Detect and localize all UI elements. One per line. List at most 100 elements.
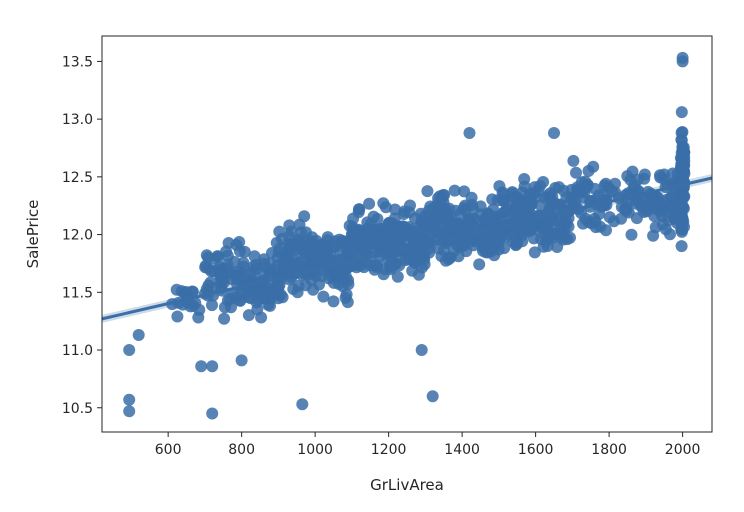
scatter-point	[498, 242, 511, 255]
scatter-point	[363, 197, 376, 210]
scatter-point	[327, 295, 340, 308]
scatter-point	[414, 225, 427, 238]
scatter-point	[389, 203, 401, 216]
plot-area-frame	[101, 35, 713, 433]
scatter-point	[220, 267, 233, 280]
scatter-point	[594, 220, 607, 233]
scatter-point	[237, 256, 250, 269]
scatter-point	[453, 241, 466, 254]
scatter-point	[570, 187, 583, 200]
scatter-point	[511, 191, 523, 203]
scatter-point	[272, 289, 285, 302]
scatter-point	[206, 299, 218, 312]
scatter-point	[462, 219, 475, 232]
scatter-point	[664, 191, 677, 204]
scatter-point	[199, 259, 212, 272]
scatter-point	[625, 228, 638, 241]
scatter-point	[483, 211, 496, 224]
scatter-point	[200, 249, 213, 262]
scatter-point	[449, 204, 462, 217]
scatter-point	[273, 279, 286, 291]
scatter-point	[296, 398, 309, 411]
scatter-point	[458, 185, 471, 198]
scatter-point	[558, 217, 571, 230]
scatter-point	[570, 166, 582, 179]
x-tick-label: 2000	[665, 442, 701, 458]
scatter-point	[631, 173, 644, 186]
scatter-point	[656, 218, 669, 231]
scatter-point	[382, 217, 395, 230]
scatter-point	[123, 344, 136, 356]
scatter-point	[195, 360, 208, 373]
scatter-point	[348, 242, 361, 255]
scatter-point	[546, 227, 558, 240]
y-tick-label: 13.5	[62, 54, 93, 70]
scatter-point	[477, 244, 489, 257]
scatter-point	[251, 303, 264, 316]
y-tick-label: 11.0	[62, 343, 93, 359]
scatter-point	[305, 274, 318, 287]
scatter-point	[582, 165, 595, 177]
scatter-point	[677, 158, 690, 171]
scatter-point	[438, 189, 451, 201]
scatter-point	[524, 224, 537, 237]
scatter-point	[426, 390, 439, 403]
scatter-point	[212, 250, 225, 263]
scatter-point	[531, 184, 544, 197]
scatter-point	[451, 218, 464, 231]
scatter-point	[677, 192, 690, 205]
scatter-point	[329, 235, 342, 248]
scatter-point	[510, 201, 522, 214]
scatter-point	[676, 211, 689, 224]
scatter-point	[291, 286, 304, 299]
scatter-point	[652, 196, 665, 209]
y-axis-title: SalePrice	[24, 200, 42, 269]
scatter-point	[123, 405, 136, 418]
x-axis-title: GrLivArea	[370, 476, 444, 494]
scatter-point	[412, 268, 425, 281]
scatter-point	[347, 224, 360, 237]
scatter-point	[285, 225, 298, 238]
scatter-point	[233, 236, 246, 248]
scatter-point	[377, 197, 390, 210]
scatter-point	[320, 251, 333, 264]
scatter-point	[358, 238, 371, 251]
scatter-point	[371, 213, 384, 225]
scatter-point	[206, 360, 219, 373]
scatter-point	[180, 286, 193, 298]
x-tick-label: 600	[155, 442, 182, 458]
scatter-point	[404, 199, 416, 212]
x-tick-label: 1800	[591, 442, 627, 458]
x-tick-label: 1600	[518, 442, 554, 458]
x-tick-label: 1400	[444, 442, 480, 458]
scatter-point	[273, 225, 286, 238]
scatter-point	[657, 172, 670, 185]
x-tick-label: 1200	[371, 442, 407, 458]
scatter-point	[675, 240, 688, 253]
scatter-point	[347, 212, 360, 225]
scatter-point	[537, 240, 550, 253]
scatter-point	[353, 203, 366, 216]
scatter-point	[647, 229, 660, 242]
scatter-point	[467, 239, 480, 252]
scatter-point	[256, 291, 269, 304]
scatter-point	[235, 354, 248, 367]
scatter-point	[171, 310, 184, 323]
scatter-point	[448, 184, 461, 197]
scatter-point	[553, 198, 566, 211]
scatter-point	[584, 194, 597, 207]
scatter-point	[493, 180, 506, 193]
scatter-point	[607, 215, 620, 228]
scatter-point	[394, 233, 407, 246]
scatter-point	[317, 290, 330, 303]
scatter-point	[378, 236, 391, 249]
scatter-point	[579, 175, 592, 188]
scatter-point	[291, 235, 304, 248]
scatter-point	[498, 195, 510, 207]
scatter-point	[524, 199, 537, 211]
x-axis-ticks: 600 800 1000 1200 1400 1600 1800 2000	[155, 432, 701, 458]
scatter-point	[132, 329, 145, 341]
scatter-point	[359, 227, 372, 240]
scatter-point	[678, 221, 690, 233]
